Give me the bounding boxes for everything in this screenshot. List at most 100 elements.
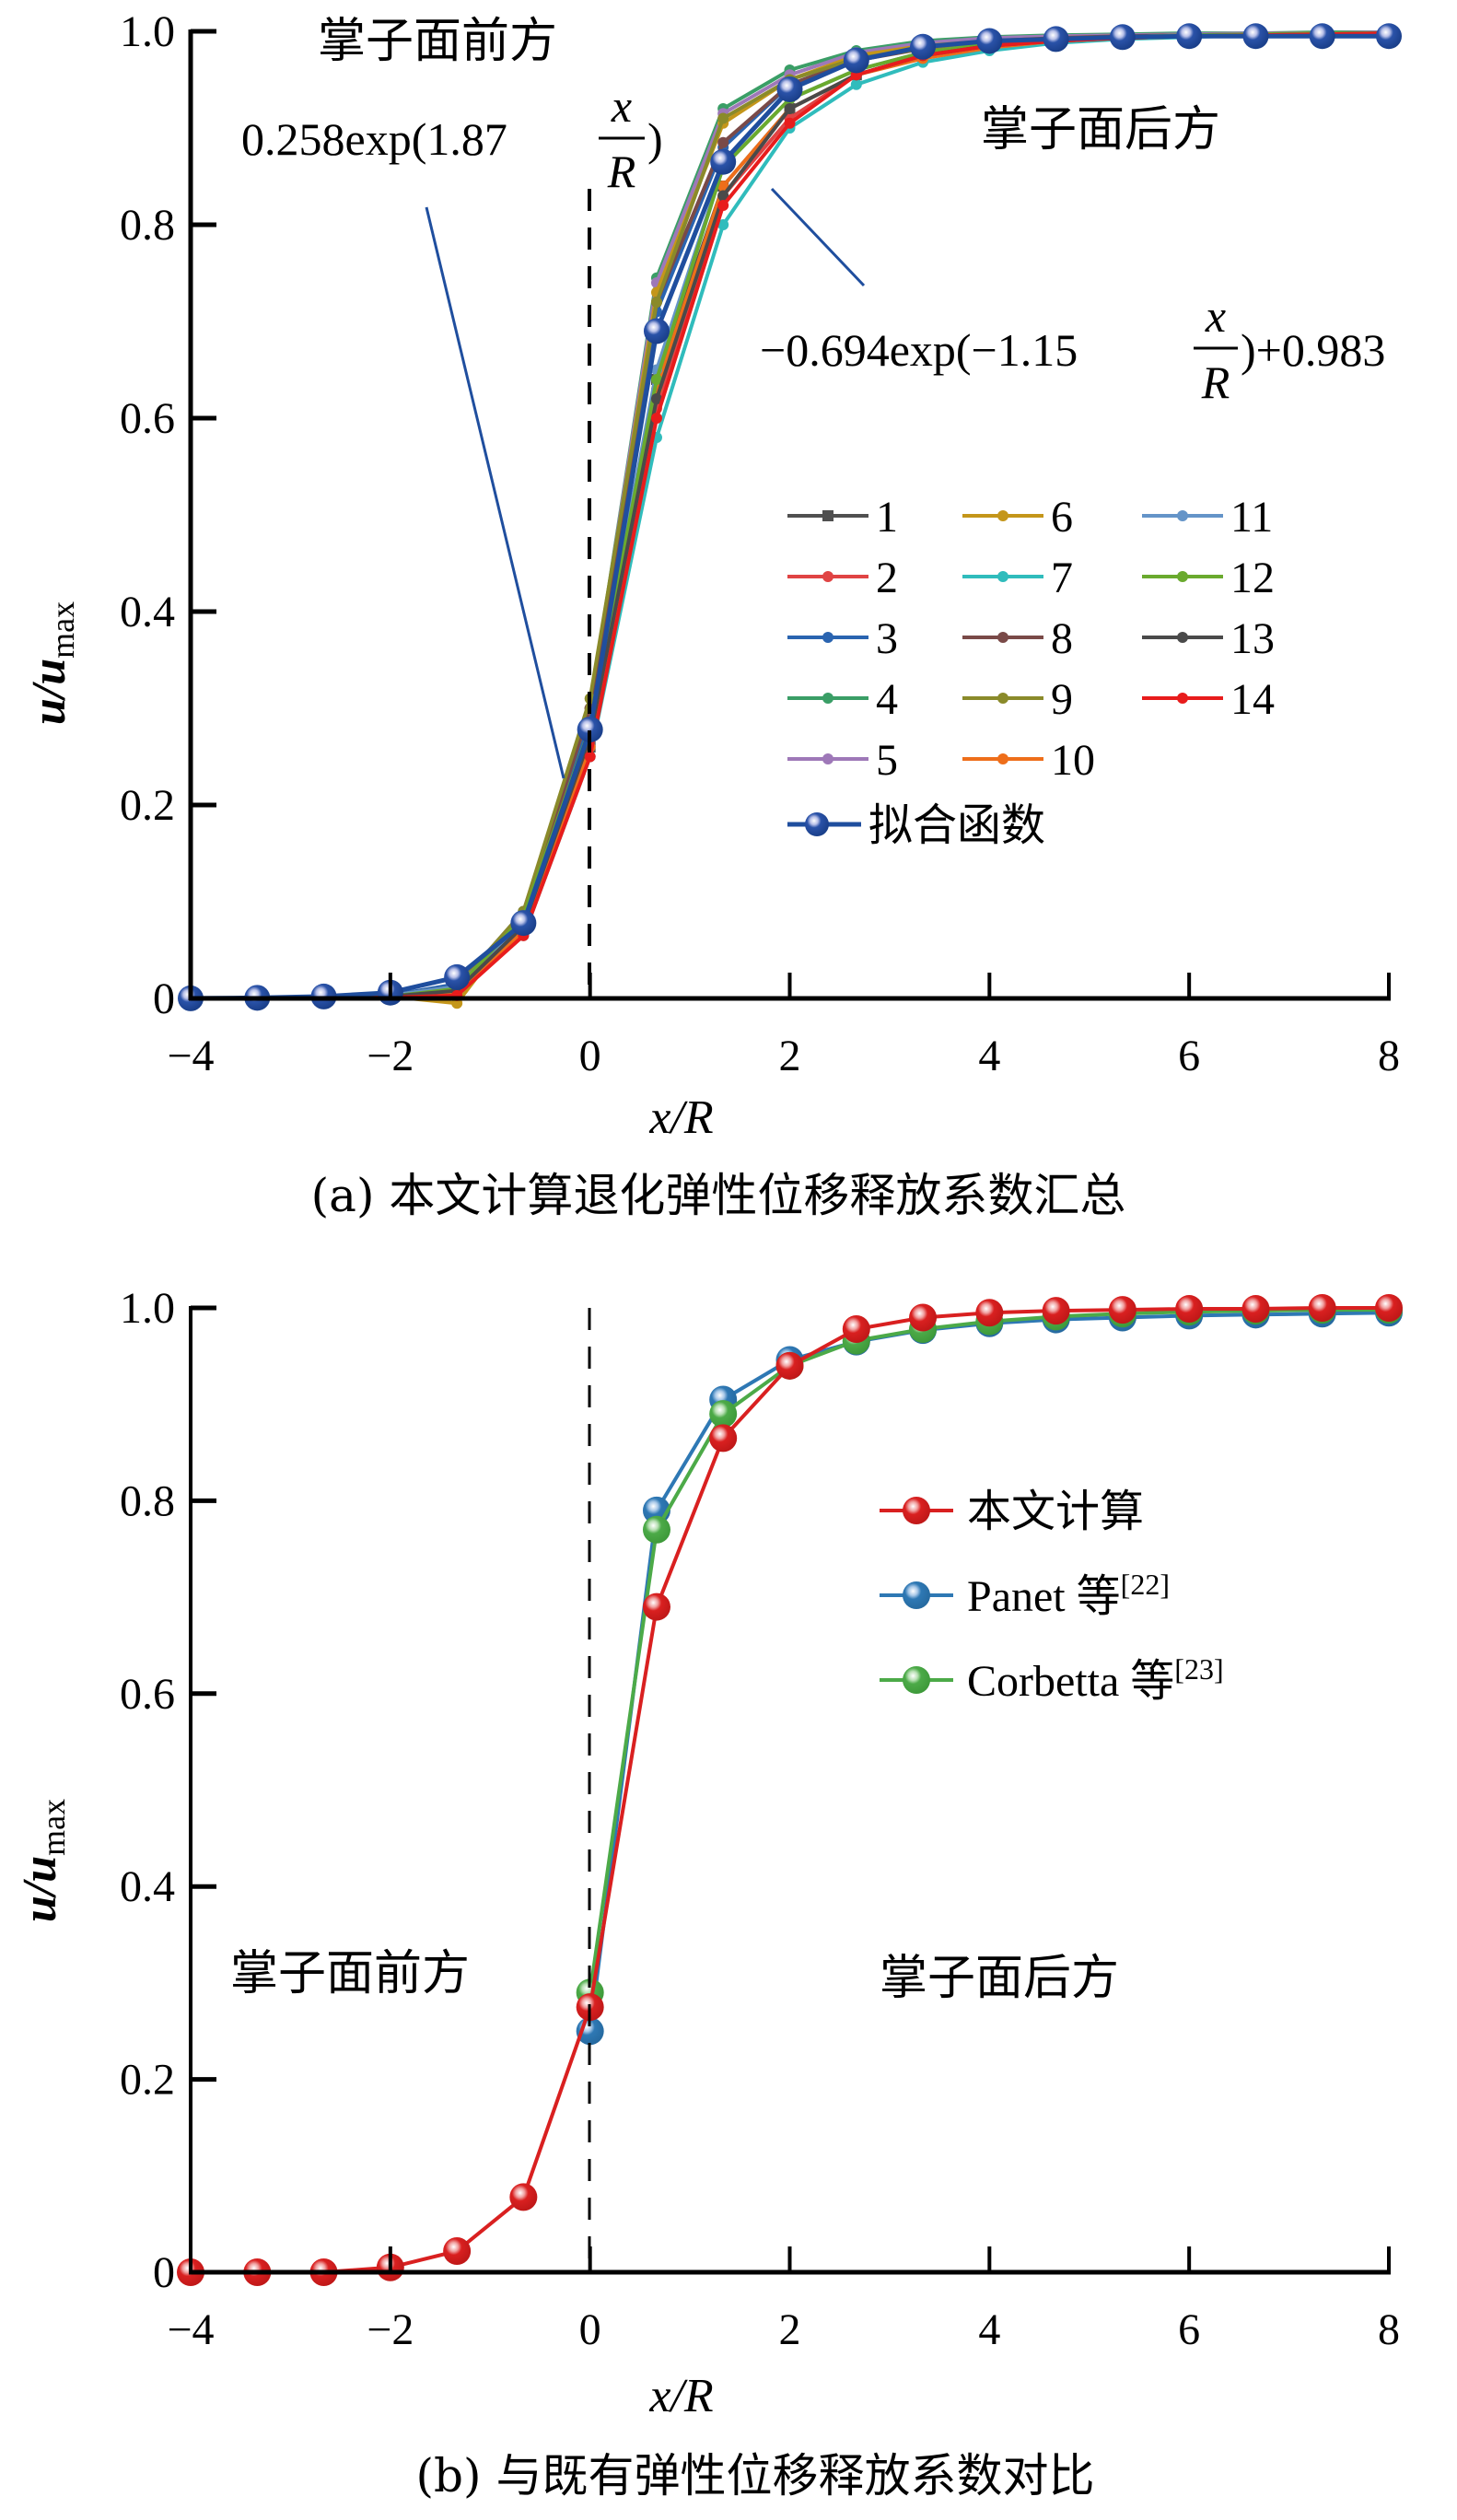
chart-b-legend-item: Panet 等[22] — [880, 1568, 1170, 1621]
chart-a-series-line — [191, 31, 1389, 1006]
chart-a-legend-label: 3 — [876, 614, 898, 663]
chart-b-data-point — [1042, 1297, 1070, 1325]
chart-a-xtick-label: 2 — [779, 1032, 801, 1080]
chart-a-data-point — [717, 136, 729, 148]
chart-b-data-point — [975, 1299, 1004, 1327]
chart-a-fit-point — [776, 76, 803, 102]
chart-a-xtick-label: −4 — [167, 1032, 214, 1080]
chart-a-ytick-label: 0.6 — [120, 394, 175, 443]
legend-marker — [822, 753, 833, 764]
chart-b-data-point — [443, 2236, 472, 2265]
chart-a-fit-front-leader — [425, 206, 565, 779]
chart-a-data-point — [717, 181, 729, 192]
legend-marker — [903, 1581, 930, 1609]
chart-a-fit-point — [843, 47, 869, 74]
chart-a-ylabel-sub: max — [44, 601, 81, 659]
chart-a-ytick-label: 0 — [153, 974, 175, 1023]
chart-a-data-point — [784, 103, 796, 114]
chart-b-xtick-label: 2 — [779, 2305, 801, 2354]
chart-a-legend-label: 拟合函数 — [868, 801, 1045, 850]
chart-b-series-1 — [177, 1294, 1403, 2286]
chart-a-data-point — [650, 374, 662, 385]
chart-b-legend: 本文计算 Panet 等[22] Corbetta 等[23] — [880, 1488, 1224, 1706]
chart-b-legend-label: Corbetta 等[23] — [967, 1652, 1224, 1706]
fit-back-suffix: )+0.983 — [1241, 324, 1385, 376]
chart-a-data-point — [784, 117, 796, 129]
chart-a-legend-label: 5 — [876, 736, 898, 785]
chart-b-data-point — [842, 1315, 870, 1344]
chart-a-xtick-label: 8 — [1378, 1032, 1400, 1080]
chart-a-fit-point — [577, 717, 603, 743]
chart-b-xtick-label: 8 — [1378, 2305, 1400, 2354]
chart-a-legend-item: 12 — [1142, 554, 1275, 602]
chart-a-fit-point — [1043, 26, 1069, 52]
chart-b-data-point — [1375, 1294, 1403, 1322]
chart-a-ticks: −4 −2 0 2 4 6 8 0 0.2 0.4 0.6 0.8 1.0 — [120, 7, 1400, 1080]
legend-marker — [805, 812, 829, 836]
legend-marker — [997, 693, 1008, 704]
chart-a-ylabel: u/umax — [23, 601, 81, 725]
chart-a-fit-front-formula: 0.258exp(1.87 x R ) — [241, 80, 663, 197]
chart-b-data-point — [1241, 1295, 1270, 1324]
chart-a-ytick-label: 0.4 — [120, 588, 175, 636]
chart-b-ytick-label: 0 — [153, 2248, 175, 2297]
chart-b-series-line — [191, 1306, 1389, 2274]
chart-a-legend-label: 1 — [876, 493, 898, 542]
legend-marker — [997, 632, 1008, 643]
chart-a-ylabel-main: u/u — [23, 659, 76, 725]
chart-a-fit-point — [710, 148, 737, 175]
chart-a-legend-item: 4 — [787, 675, 898, 724]
chart-a-legend-item: 8 — [962, 614, 1073, 663]
chart-a-ytick-label: 0.2 — [120, 781, 175, 830]
chart-b-ylabel: u/umax — [14, 1799, 72, 1922]
chart-a-fit-back-leader — [770, 187, 866, 287]
chart-a-ytick-label: 0.8 — [120, 201, 175, 250]
chart-b-ytick-label: 0.4 — [120, 1862, 175, 1911]
chart-a-data-point — [717, 219, 729, 230]
chart-b-xtick-label: −2 — [367, 2305, 414, 2354]
chart-a-fit-point — [1309, 23, 1335, 50]
chart-a-fit-point — [976, 28, 1003, 54]
chart-a-fit-point — [1176, 23, 1203, 50]
chart-b-ytick-label: 0.8 — [120, 1476, 175, 1525]
chart-b-legend-item: 本文计算 — [880, 1488, 1144, 1536]
fit-front-prefix: 0.258exp(1.87 — [241, 113, 507, 165]
chart-a-back-label: 掌子面后方 — [981, 102, 1220, 158]
legend-marker — [903, 1666, 930, 1694]
chart-b-back-label: 掌子面后方 — [880, 1951, 1119, 2006]
legend-marker — [822, 693, 833, 704]
chart-a-legend-item: 7 — [962, 554, 1073, 602]
chart-a-legend-label: 13 — [1230, 614, 1275, 663]
chart-b-data-point — [509, 2183, 538, 2211]
chart-a-xlabel: x/R — [648, 1091, 713, 1144]
chart-a-ytick-label: 1.0 — [120, 7, 175, 56]
chart-a-legend-item: 14 — [1142, 675, 1275, 724]
chart-b-xtick-label: 6 — [1178, 2305, 1200, 2354]
chart-a-xtick-label: −2 — [367, 1032, 414, 1080]
chart-b-ylabel-main: u/u — [14, 1856, 66, 1922]
chart-a-fit-point — [510, 910, 537, 937]
chart-a-data-point — [717, 200, 729, 211]
chart-b-xtick-label: −4 — [167, 2305, 214, 2354]
legend-marker — [822, 510, 833, 521]
chart-b-xtick-label: 4 — [978, 2305, 1000, 2354]
chart-a-data-point — [717, 190, 729, 202]
chart-a-fit-back-formula: −0.694exp(−1.15 x R )+0.983 — [760, 290, 1385, 408]
chart-a-legend-label: 9 — [1051, 675, 1073, 724]
chart-b-series-3 — [576, 1296, 1403, 2007]
chart-a-legend-item: 2 — [787, 554, 898, 602]
chart-a-legend-label: 14 — [1230, 675, 1275, 724]
legend-marker — [822, 632, 833, 643]
chart-a-series-6 — [185, 28, 1394, 1009]
chart-a-fit-point — [910, 33, 937, 60]
chart-b-data-point — [775, 1351, 804, 1380]
chart-a-legend-item: 3 — [787, 614, 898, 663]
chart-a-fit-point — [1242, 23, 1269, 50]
fit-front-suffix: ) — [647, 113, 663, 165]
chart-a-legend-label: 11 — [1230, 493, 1273, 542]
chart-b-xlabel: x/R — [648, 2370, 713, 2422]
chart-a-legend-item: 拟合函数 — [787, 801, 1045, 850]
chart-a-legend-label: 8 — [1051, 614, 1073, 663]
